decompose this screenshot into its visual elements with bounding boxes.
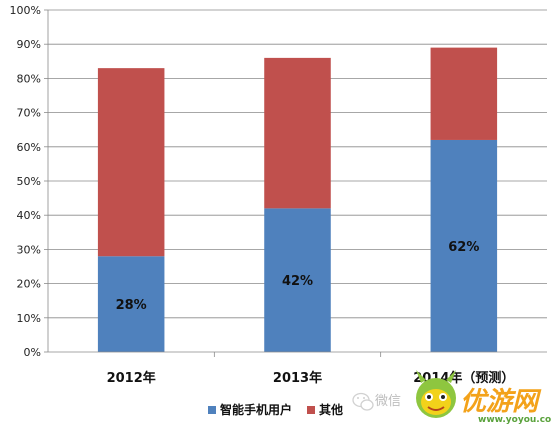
y-tick-label: 30% — [17, 243, 41, 256]
legend-label-series-0: 智能手机用户 — [219, 402, 292, 417]
yoyou-logo: 优游网 www.yoyou.com — [416, 370, 552, 425]
y-tick-label: 90% — [17, 38, 41, 51]
data-label: 28% — [116, 298, 147, 313]
bar-segment-series-1 — [430, 47, 498, 140]
data-label: 42% — [282, 274, 313, 289]
y-tick-label: 100% — [10, 4, 41, 17]
bar-segment-series-0 — [430, 139, 498, 352]
legend-swatch-series-1 — [307, 406, 315, 414]
x-axis: 2012年 2013年 2014年（预测） — [48, 351, 547, 386]
wechat-watermark-text: 微信 — [375, 394, 401, 409]
wechat-icon — [352, 392, 374, 411]
y-tick-label: 0% — [24, 346, 41, 359]
data-labels: 28% 42% 62% — [116, 240, 480, 313]
legend: 智能手机用户 其他 — [208, 402, 343, 417]
y-tick-label: 60% — [17, 141, 41, 154]
y-tick-label: 50% — [17, 175, 41, 188]
yoyou-brand-text: 优游网 — [460, 387, 542, 417]
bar-segment-series-0 — [264, 208, 331, 352]
bars — [97, 47, 498, 352]
legend-swatch-series-0 — [208, 406, 216, 414]
bar-segment-series-0 — [97, 256, 165, 352]
y-tick-label: 10% — [17, 312, 41, 325]
mascot-icon — [416, 370, 456, 418]
x-category-label: 2012年 — [107, 370, 156, 386]
yoyou-url-text: www.yoyou.com — [478, 415, 552, 425]
y-tick-label: 80% — [17, 72, 41, 85]
bar-segment-series-1 — [97, 68, 165, 257]
wechat-watermark: 微信 — [352, 392, 401, 411]
y-tick-label: 40% — [17, 209, 41, 222]
data-label: 62% — [448, 240, 479, 255]
y-tick-label: 20% — [17, 278, 41, 291]
x-category-label: 2013年 — [273, 370, 322, 386]
y-axis: 0% 10% 20% 30% 40% 50% 60% 70% 80% 90% 100% — [10, 4, 49, 359]
legend-label-series-1: 其他 — [319, 402, 343, 417]
bar-segment-series-1 — [264, 57, 331, 209]
y-tick-label: 70% — [17, 107, 41, 120]
